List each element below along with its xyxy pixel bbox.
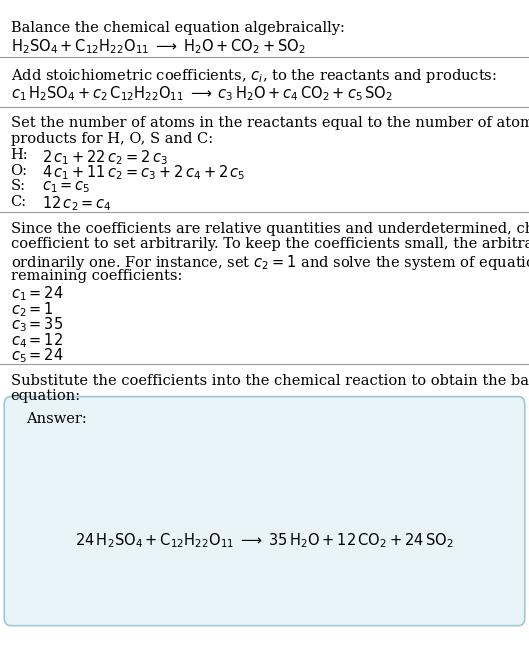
- Text: Add stoichiometric coefficients, $c_i$, to the reactants and products:: Add stoichiometric coefficients, $c_i$, …: [11, 67, 496, 85]
- Text: remaining coefficients:: remaining coefficients:: [11, 269, 182, 283]
- Text: coefficient to set arbitrarily. To keep the coefficients small, the arbitrary va: coefficient to set arbitrarily. To keep …: [11, 237, 529, 252]
- Text: $\mathrm{H_2SO_4 + C_{12}H_{22}O_{11}}$$\;\longrightarrow\;$$\mathrm{H_2O + CO_2: $\mathrm{H_2SO_4 + C_{12}H_{22}O_{11}}$$…: [11, 37, 305, 56]
- Text: $c_1\,\mathrm{H_2SO_4} + c_2\,\mathrm{C_{12}H_{22}O_{11}}$$\;\longrightarrow\;$$: $c_1\,\mathrm{H_2SO_4} + c_2\,\mathrm{C_…: [11, 84, 393, 103]
- Text: ordinarily one. For instance, set $c_2 = 1$ and solve the system of equations fo: ordinarily one. For instance, set $c_2 =…: [11, 253, 529, 272]
- Text: $c_5 = 24$: $c_5 = 24$: [11, 347, 63, 366]
- Text: $c_2 = 1$: $c_2 = 1$: [11, 300, 53, 319]
- Text: $c_1 = c_5$: $c_1 = c_5$: [42, 179, 91, 195]
- Text: Since the coefficients are relative quantities and underdetermined, choose a: Since the coefficients are relative quan…: [11, 222, 529, 236]
- Text: Substitute the coefficients into the chemical reaction to obtain the balanced: Substitute the coefficients into the che…: [11, 374, 529, 388]
- Text: C:: C:: [11, 195, 26, 209]
- Text: products for H, O, S and C:: products for H, O, S and C:: [11, 132, 213, 146]
- Text: Balance the chemical equation algebraically:: Balance the chemical equation algebraica…: [11, 21, 344, 35]
- Text: Set the number of atoms in the reactants equal to the number of atoms in the: Set the number of atoms in the reactants…: [11, 116, 529, 131]
- Text: S:: S:: [11, 179, 25, 193]
- Text: $24\,\mathrm{H_2SO_4} + \mathrm{C_{12}H_{22}O_{11}}$$\;\longrightarrow\;$$35\,\m: $24\,\mathrm{H_2SO_4} + \mathrm{C_{12}H_…: [75, 532, 454, 551]
- Text: equation:: equation:: [11, 389, 81, 404]
- Text: $c_4 = 12$: $c_4 = 12$: [11, 331, 63, 350]
- Text: O:: O:: [11, 164, 28, 178]
- Text: $4\,c_1 + 11\,c_2 = c_3 + 2\,c_4 + 2\,c_5$: $4\,c_1 + 11\,c_2 = c_3 + 2\,c_4 + 2\,c_…: [42, 164, 246, 182]
- Text: $2\,c_1 + 22\,c_2 = 2\,c_3$: $2\,c_1 + 22\,c_2 = 2\,c_3$: [42, 148, 168, 167]
- Text: Answer:: Answer:: [26, 412, 87, 426]
- Text: $12\,c_2 = c_4$: $12\,c_2 = c_4$: [42, 195, 112, 214]
- Text: $c_3 = 35$: $c_3 = 35$: [11, 316, 63, 334]
- Text: H:: H:: [11, 148, 28, 162]
- Text: $c_1 = 24$: $c_1 = 24$: [11, 285, 63, 303]
- FancyBboxPatch shape: [4, 397, 525, 626]
